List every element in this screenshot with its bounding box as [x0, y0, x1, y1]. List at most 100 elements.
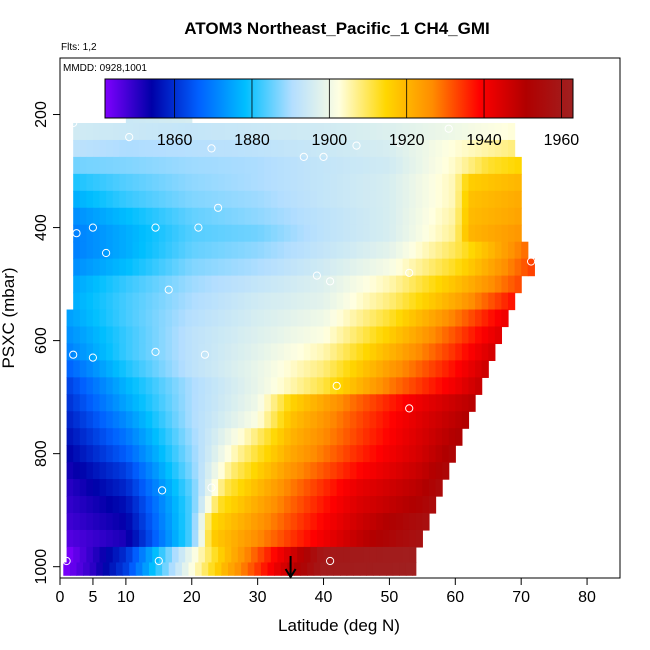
- heatmap-cell: [158, 241, 167, 260]
- heatmap-cell: [422, 394, 430, 412]
- heatmap-cell: [237, 190, 246, 209]
- heatmap-cell: [79, 479, 87, 497]
- heatmap-cell: [494, 292, 503, 311]
- heatmap-cell: [284, 343, 292, 361]
- heatmap-cell: [79, 224, 87, 243]
- heatmap-cell: [521, 258, 529, 277]
- heatmap-cell: [152, 513, 160, 531]
- heatmap-cell: [297, 309, 305, 328]
- heatmap-cell: [316, 207, 325, 226]
- heatmap-cell: [468, 258, 476, 277]
- heatmap-cell: [178, 241, 186, 260]
- heatmap-cell: [168, 562, 176, 576]
- heatmap-cell: [152, 462, 160, 480]
- heatmap-cell: [132, 377, 140, 395]
- heatmap-cell: [264, 496, 272, 514]
- heatmap-cell: [92, 411, 101, 429]
- heatmap-cell: [277, 411, 285, 429]
- heatmap-cell: [172, 326, 180, 345]
- heatmap-cell: [389, 360, 397, 378]
- heatmap-cell: [369, 292, 377, 311]
- heatmap-cell: [165, 394, 173, 412]
- heatmap-cell: [92, 496, 101, 514]
- heatmap-cell: [125, 156, 134, 175]
- heatmap-cell: [409, 360, 417, 378]
- heatmap-cell: [112, 190, 120, 209]
- heatmap-cell: [428, 326, 437, 345]
- heatmap-cell: [303, 224, 311, 243]
- heatmap-cell: [323, 258, 331, 277]
- sample-point: [154, 556, 163, 566]
- heatmap-cell: [277, 309, 285, 328]
- heatmap-cell: [402, 190, 410, 209]
- heatmap-cell: [455, 292, 463, 311]
- heatmap-cell: [237, 529, 246, 548]
- heatmap-cell: [382, 173, 391, 192]
- heatmap-cell: [428, 445, 437, 463]
- x-tick-label: 20: [183, 589, 201, 606]
- heatmap-cell: [402, 360, 410, 378]
- heatmap-cell: [165, 428, 173, 446]
- heatmap-cell: [158, 513, 167, 531]
- heatmap-cell: [132, 241, 140, 260]
- heatmap-cell: [244, 343, 252, 361]
- heatmap-cell: [409, 258, 417, 277]
- heatmap-cell: [389, 241, 397, 260]
- heatmap-cell: [158, 529, 167, 548]
- heatmap-cell: [198, 394, 206, 412]
- heatmap-cell: [277, 513, 285, 531]
- heatmap-cell: [376, 309, 384, 328]
- heatmap-cell: [92, 546, 101, 564]
- heatmap-cell: [376, 241, 384, 260]
- heatmap-cell: [198, 207, 206, 226]
- heatmap-cell: [132, 190, 140, 209]
- heatmap-cell: [231, 309, 239, 328]
- heatmap-cell: [461, 394, 470, 412]
- heatmap-cell: [158, 479, 167, 497]
- heatmap-cell: [106, 343, 114, 361]
- heatmap-cell: [92, 224, 101, 243]
- heatmap-cell: [73, 529, 81, 548]
- heatmap-cell: [73, 479, 81, 497]
- heatmap-cell: [237, 139, 246, 158]
- heatmap-cell: [336, 224, 344, 243]
- heatmap-cell: [158, 123, 167, 141]
- heatmap-cell: [356, 309, 364, 328]
- heatmap-cell: [376, 479, 384, 497]
- heatmap-cell: [455, 123, 463, 141]
- heatmap-cell: [330, 360, 338, 378]
- heatmap-cell: [158, 343, 167, 361]
- heatmap-cell: [455, 428, 463, 446]
- heatmap-cell: [73, 241, 81, 260]
- heatmap-cell: [129, 562, 137, 576]
- heatmap-cell: [139, 258, 147, 277]
- heatmap-cell: [336, 139, 344, 158]
- heatmap-cell: [178, 139, 186, 158]
- heatmap-cell: [172, 241, 180, 260]
- heatmap-cell: [69, 562, 78, 576]
- heatmap-cell: [316, 513, 325, 531]
- heatmap-cell: [422, 275, 430, 294]
- heatmap-cell: [145, 139, 153, 158]
- heatmap-cell: [211, 190, 219, 209]
- heatmap-cell: [409, 190, 417, 209]
- heatmap-cell: [448, 343, 456, 361]
- heatmap-cell: [224, 326, 232, 345]
- heatmap-cell: [336, 360, 344, 378]
- heatmap-cell: [162, 562, 170, 576]
- heatmap-cell: [112, 343, 120, 361]
- heatmap-cell: [198, 496, 206, 514]
- heatmap-cell: [106, 462, 114, 480]
- heatmap-cell: [290, 360, 298, 378]
- heatmap-cell: [415, 445, 423, 463]
- heatmap-cell: [468, 275, 476, 294]
- heatmap-cell: [119, 394, 127, 412]
- heatmap-cell: [224, 173, 232, 192]
- heatmap-cell: [218, 411, 226, 429]
- heatmap-cell: [389, 343, 397, 361]
- heatmap-cell: [257, 428, 265, 446]
- heatmap-cell: [356, 173, 364, 192]
- heatmap-cell: [244, 123, 252, 141]
- heatmap-cell: [99, 546, 107, 564]
- heatmap-cell: [125, 275, 134, 294]
